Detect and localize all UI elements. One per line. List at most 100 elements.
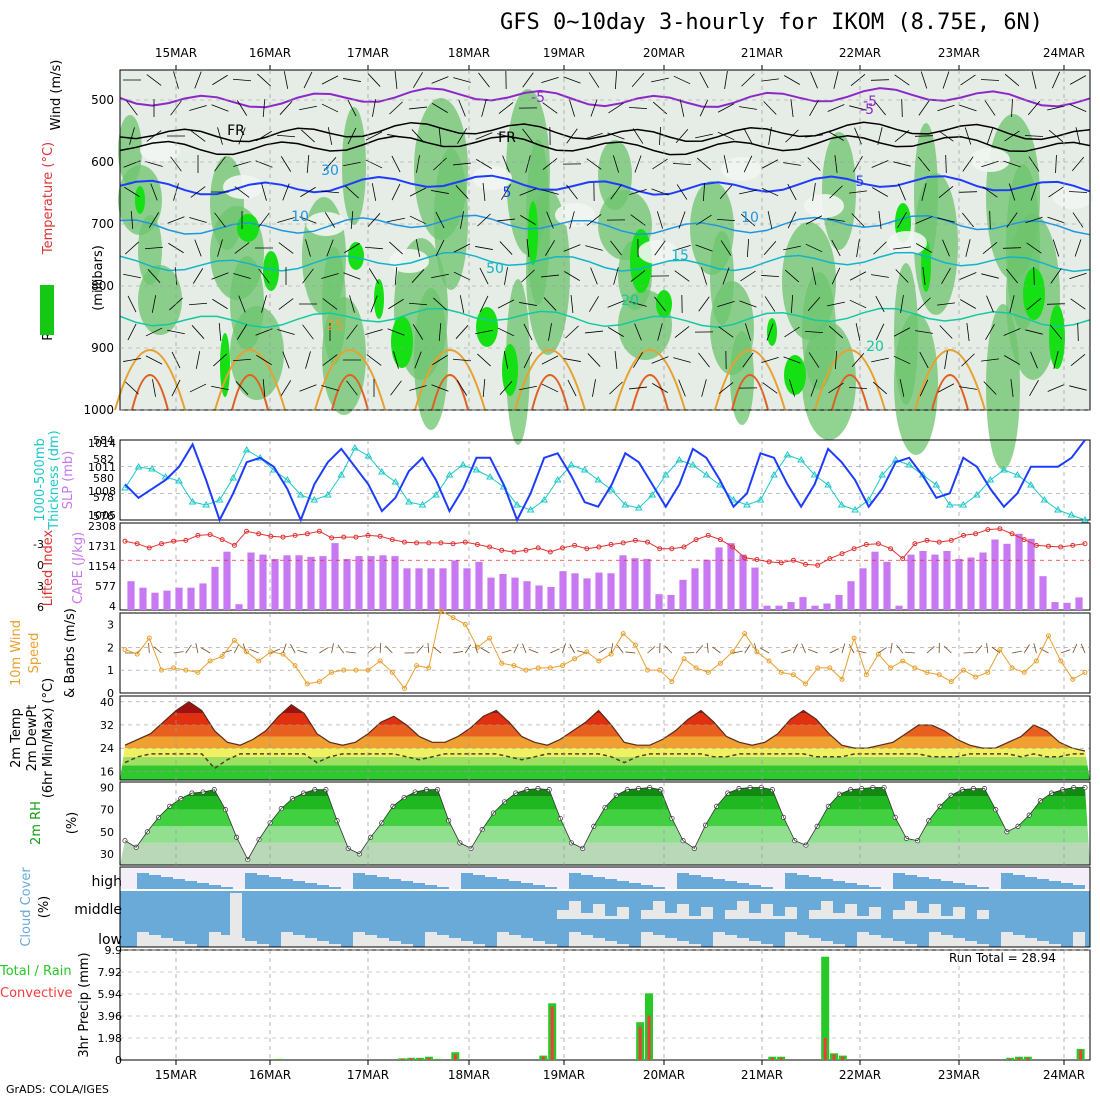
wind-barb (701, 379, 707, 397)
low-cloud-gap (257, 944, 269, 947)
thickness-marker (675, 456, 684, 463)
wind-barb (894, 130, 910, 142)
date-label: 16MAR (248, 46, 292, 60)
wind-barb (943, 645, 952, 654)
cape-bar (355, 556, 363, 610)
slp-tick: 1005 (88, 509, 116, 522)
wind-barb (762, 382, 778, 394)
wind-barb (607, 300, 625, 308)
wind-barb (211, 385, 229, 391)
wind-barb (453, 271, 471, 281)
high-cloud-bar (857, 885, 869, 889)
wind-speed-marker (1033, 658, 1039, 664)
cape-li-axis-label: CAPE (J/kg) (71, 532, 86, 604)
rh-shade-low (638, 240, 678, 264)
wind-speed-marker (450, 615, 456, 621)
wind-barb (917, 297, 931, 311)
wind-barb (190, 186, 206, 198)
wind-barb (409, 215, 427, 225)
wind-barb (432, 646, 442, 654)
wind-barb (481, 99, 487, 117)
wind-speed-marker (875, 651, 881, 657)
wind-barb (433, 157, 447, 171)
low-cloud-gap (785, 932, 797, 947)
pressure-tick: 500 (91, 93, 114, 107)
isotherm-label: -5 (531, 90, 545, 106)
wind-barb (679, 99, 685, 117)
wind-barb (455, 325, 469, 339)
wind-barb (152, 379, 156, 397)
high-cloud-bar (605, 879, 617, 889)
isotherm-25 (114, 349, 186, 411)
low-cloud-gap (893, 941, 905, 947)
date-label: 23MAR (937, 46, 981, 60)
high-cloud-bar (977, 887, 989, 889)
cape-bar (799, 597, 807, 610)
wind-barb (631, 72, 645, 88)
wind-barb (585, 245, 603, 251)
mid-cloud-gap (665, 913, 677, 919)
high-cloud-bar (161, 877, 173, 889)
isotherm-30 (931, 374, 969, 411)
wind-speed-marker (632, 642, 638, 648)
cape-bar (751, 567, 759, 610)
wind-barb (409, 106, 427, 110)
high-cloud-bar (965, 885, 977, 889)
li-marker (888, 546, 894, 552)
cape-bar (1063, 602, 1071, 610)
wind-barb (190, 130, 206, 142)
high-cloud-bar (281, 879, 293, 889)
wind-barb (872, 381, 888, 395)
low-cloud-gap (497, 932, 509, 947)
thickness-marker (810, 471, 819, 478)
wind-barb (327, 127, 333, 145)
wind-barb (233, 161, 251, 167)
wind-barb (586, 158, 602, 170)
wind-barb (1069, 103, 1087, 113)
wind-barb (232, 358, 252, 362)
thickness-axis-label: Thickness (dm) (47, 430, 62, 530)
date-label: 22MAR (838, 46, 882, 60)
wind-barb (456, 380, 468, 396)
wind-barb (233, 273, 251, 279)
wind-barb (569, 644, 575, 654)
thickness-marker (783, 451, 792, 458)
wind-barb (147, 269, 161, 283)
li-marker (146, 545, 152, 551)
wind-barb (262, 98, 266, 118)
wind-barb (695, 133, 713, 139)
wind-barb (654, 240, 666, 256)
wind-barb (432, 354, 448, 366)
isotherm-label: FR (227, 123, 245, 139)
high-cloud-bar (377, 877, 389, 889)
wind-barb (523, 323, 533, 341)
li-marker (900, 556, 906, 562)
wind-barb (497, 133, 515, 139)
wind-barb (217, 239, 223, 257)
pressure-tick: 600 (91, 155, 114, 169)
wind-barb (195, 643, 199, 654)
wind-barb (412, 324, 424, 340)
thickness-tick: 580 (93, 472, 114, 485)
wind-barb (871, 274, 889, 278)
wind-barb (608, 327, 624, 337)
high-cloud-bar (593, 877, 605, 889)
mid-cloud-gap (929, 904, 941, 919)
date-label: 19MAR (542, 1068, 586, 1082)
thickness-marker (513, 501, 521, 508)
wind-barb (337, 644, 345, 654)
wind-barb (189, 105, 207, 111)
wind-barb (343, 78, 361, 82)
wind-barb (479, 295, 489, 313)
high-cloud-bar (785, 873, 797, 889)
precip-legend-label: Convective (0, 986, 73, 1001)
wind-barb (501, 649, 512, 654)
rh-bands (120, 787, 1090, 865)
wind-barb (612, 155, 620, 173)
wind-barb (211, 272, 229, 280)
high-cloud-bar (437, 887, 449, 889)
wind-barb (1033, 266, 1035, 286)
wind-barb (915, 330, 933, 334)
wind-barb (305, 239, 311, 257)
wind-barb (632, 128, 644, 144)
